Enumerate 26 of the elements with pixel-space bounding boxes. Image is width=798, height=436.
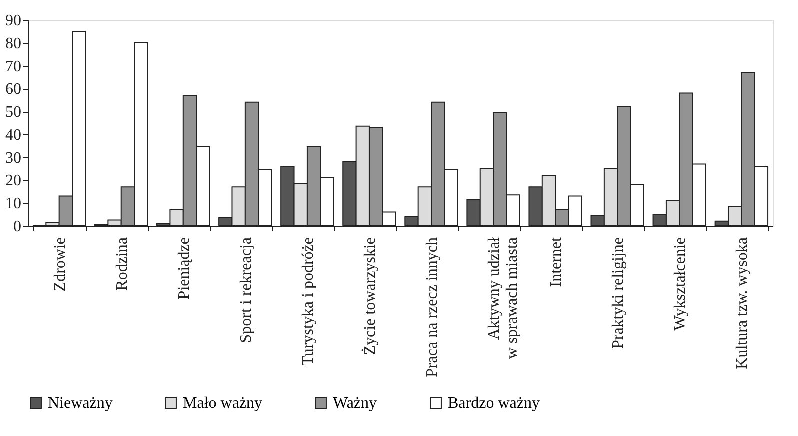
- x-tick-label: Kultura tzw. wysoka: [734, 238, 752, 370]
- y-tick-label: 80: [6, 35, 22, 52]
- legend-label: Bardzo ważny: [448, 395, 540, 412]
- x-tick-label: Życie towarzyskie: [360, 238, 379, 356]
- y-tick-label: 90: [6, 12, 22, 30]
- y-tick-label: 70: [6, 58, 22, 76]
- y-tick-label: 50: [6, 104, 22, 122]
- legend-label: Nieważny: [48, 395, 113, 412]
- y-tick-label: 10: [6, 196, 22, 213]
- x-tick-label: Rodzina: [114, 238, 131, 291]
- legend-label: Ważny: [333, 395, 378, 412]
- x-tick-label: Wykształcenie: [672, 238, 690, 331]
- y-tick-label: 60: [6, 81, 22, 98]
- x-tick-label: Praca na rzecz innych: [424, 238, 442, 378]
- y-tick-label: 40: [6, 126, 22, 144]
- x-tick-label: Praktyki religijne: [610, 238, 628, 350]
- x-tick-label: Aktywny udział w sprawach miasta: [486, 236, 522, 360]
- x-tick-label: Turystyka i podróże: [300, 238, 317, 366]
- y-tick-label: 20: [6, 172, 22, 190]
- y-tick-label: 0: [14, 218, 22, 236]
- x-tick-label: Pieniądze: [176, 238, 193, 300]
- x-tick-label: Internet: [548, 236, 566, 288]
- x-tick-label: Zdrowie: [52, 238, 69, 292]
- x-tick-label: Sport i rekreacja: [238, 238, 255, 344]
- y-tick-label: 30: [6, 150, 22, 167]
- legend-label: Mało ważny: [183, 395, 263, 412]
